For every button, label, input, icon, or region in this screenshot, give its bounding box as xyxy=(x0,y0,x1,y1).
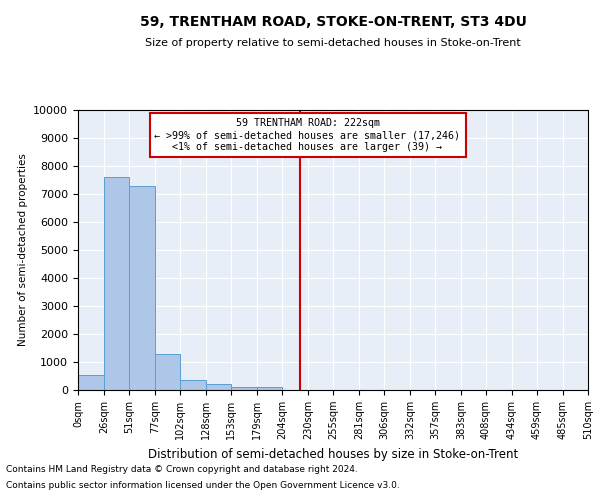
Text: Contains public sector information licensed under the Open Government Licence v3: Contains public sector information licen… xyxy=(6,480,400,490)
Bar xyxy=(129,186,155,390)
Bar xyxy=(257,387,282,390)
Bar xyxy=(231,387,257,390)
Bar xyxy=(206,384,231,390)
Text: Size of property relative to semi-detached houses in Stoke-on-Trent: Size of property relative to semi-detach… xyxy=(145,38,521,48)
Text: 59, TRENTHAM ROAD, STOKE-ON-TRENT, ST3 4DU: 59, TRENTHAM ROAD, STOKE-ON-TRENT, ST3 4… xyxy=(140,15,526,29)
Bar xyxy=(180,380,206,390)
Text: Contains HM Land Registry data © Crown copyright and database right 2024.: Contains HM Land Registry data © Crown c… xyxy=(6,466,358,474)
X-axis label: Distribution of semi-detached houses by size in Stoke-on-Trent: Distribution of semi-detached houses by … xyxy=(148,448,518,460)
Bar xyxy=(78,374,104,390)
Bar xyxy=(155,354,180,390)
Y-axis label: Number of semi-detached properties: Number of semi-detached properties xyxy=(18,154,28,346)
Bar xyxy=(104,177,129,390)
Text: 59 TRENTHAM ROAD: 222sqm
← >99% of semi-detached houses are smaller (17,246)
<1%: 59 TRENTHAM ROAD: 222sqm ← >99% of semi-… xyxy=(155,118,461,152)
